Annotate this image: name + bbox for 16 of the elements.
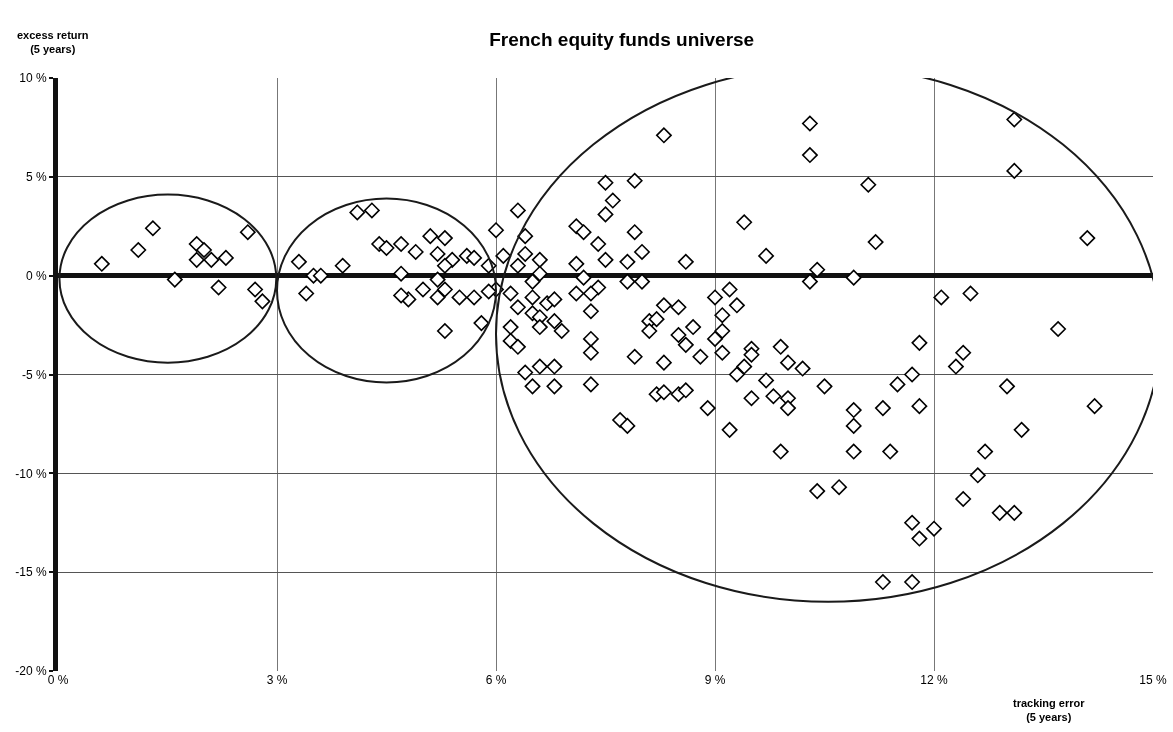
y-axis-title: excess return (5 years) (17, 29, 89, 56)
y-tick-label: -10 % (15, 466, 47, 481)
y-tick-label: 10 % (19, 71, 47, 86)
y-tick-label: -20 % (15, 664, 47, 679)
x-tick-label: 6 % (485, 673, 507, 687)
x-tick-label: 12 % (920, 673, 948, 687)
y-tick-label: 5 % (25, 170, 47, 185)
x-axis-title: tracking error (5 years) (1013, 697, 1086, 724)
y-tick-label: -15 % (15, 565, 47, 580)
x-tick-label: 3 % (266, 673, 288, 687)
y-tick-label: 0 % (25, 268, 47, 283)
chart-title: French equity funds universe (489, 29, 755, 51)
x-tick-label: 0 % (47, 673, 69, 687)
y-tick-label: -5 % (21, 367, 47, 382)
x-tick-label: 15 % (1139, 673, 1167, 687)
x-tick-label: 9 % (704, 673, 726, 687)
